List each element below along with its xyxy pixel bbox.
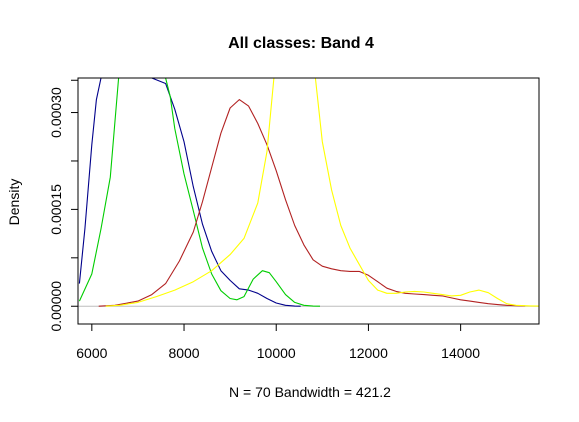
chart-title: All classes: Band 4 bbox=[228, 35, 374, 52]
y-tick-label: 0.00030 bbox=[48, 87, 64, 138]
density-curve-1 bbox=[78, 77, 301, 307]
x-tick-label: 6000 bbox=[76, 345, 107, 361]
y-tick-label: 0.00015 bbox=[48, 184, 64, 235]
y-tick-label: 0.00000 bbox=[48, 281, 64, 332]
density-curve-4 bbox=[105, 77, 540, 307]
x-tick-label: 12000 bbox=[349, 345, 388, 361]
density-curve-2 bbox=[78, 77, 321, 307]
series-layer bbox=[78, 77, 540, 307]
x-tick-label: 14000 bbox=[441, 345, 480, 361]
density-curve-3 bbox=[98, 99, 526, 307]
y-axis-label: Density bbox=[6, 179, 22, 226]
x-tick-label: 10000 bbox=[257, 345, 296, 361]
axes-layer: 6000 8000 10000 12000 14000 0.00000 0.00015 0.0… bbox=[48, 79, 480, 361]
x-axis-label: N = 70 Bandwidth = 421.2 bbox=[229, 384, 391, 400]
x-tick-label: 8000 bbox=[168, 345, 199, 361]
plot-frame bbox=[77, 77, 540, 325]
